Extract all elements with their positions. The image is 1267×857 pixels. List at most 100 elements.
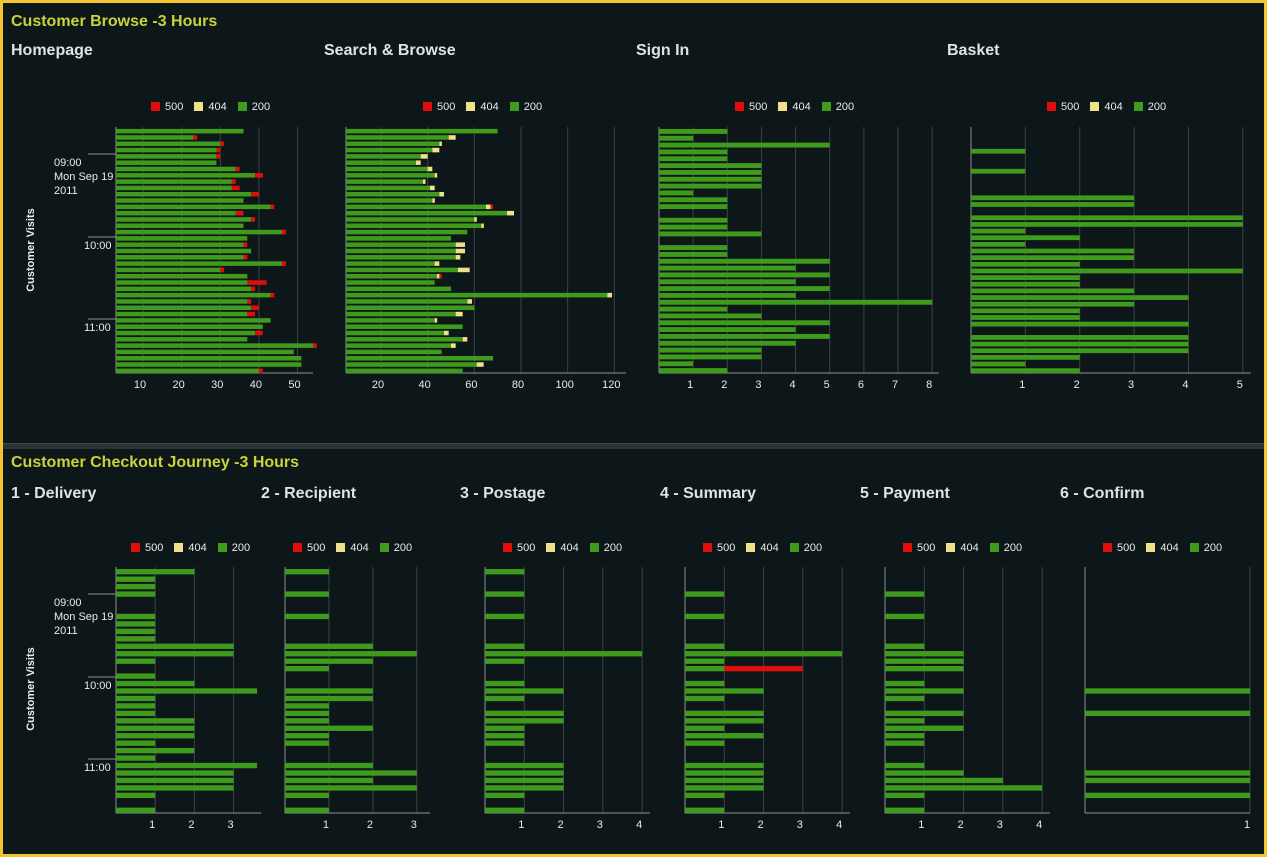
bar-200	[685, 770, 764, 776]
bar-chart-3: 1 2 3 4 5	[970, 127, 1251, 391]
bar-200	[346, 292, 608, 298]
x-tick-label: 1	[323, 819, 329, 831]
bar-200	[346, 204, 486, 210]
bar-500	[216, 147, 221, 153]
bar-404	[462, 337, 468, 342]
bar-200	[685, 718, 764, 724]
legend-label: 404	[760, 542, 779, 554]
legend-swatch	[1103, 543, 1112, 552]
bar-200	[116, 628, 156, 635]
bar-200	[1085, 777, 1250, 784]
time-label-year: 2011	[54, 625, 78, 637]
bar-200	[116, 710, 156, 717]
legend-swatch	[589, 543, 599, 552]
legend-swatch	[746, 543, 756, 552]
bar-200	[971, 195, 1135, 201]
bar-200	[116, 636, 156, 642]
bar-200	[285, 613, 329, 620]
bar-200	[116, 725, 195, 731]
bar-404	[458, 267, 470, 273]
bar-200	[116, 141, 221, 147]
legend-swatch	[903, 543, 912, 552]
bar-500	[251, 217, 256, 222]
x-tick-label: 3	[1128, 379, 1134, 391]
bar-200	[285, 770, 417, 776]
bar-200	[346, 337, 463, 342]
bar-404	[420, 154, 428, 159]
bar-200	[116, 204, 271, 210]
legend-swatch	[509, 102, 519, 111]
bar-200	[485, 710, 564, 717]
bar-200	[685, 665, 725, 672]
bar-200	[116, 658, 156, 664]
chart-title: 3 - Postage	[460, 485, 546, 502]
bar-200	[1085, 710, 1250, 717]
bar-200	[685, 785, 764, 791]
bar-200	[971, 202, 1135, 207]
checkout-panel: Customer Checkout Journey -3 Hours 1 - D…	[3, 447, 1264, 854]
bar-500	[231, 179, 236, 184]
bar-chart-8: 1 2 3 4	[884, 567, 1050, 831]
bar-200	[885, 710, 964, 717]
x-tick-label: 4	[1182, 379, 1188, 391]
x-tick-label: 3	[228, 819, 234, 831]
bar-200	[346, 273, 437, 279]
x-tick-label: 6	[858, 379, 864, 391]
legend: 500 404 200	[735, 101, 865, 115]
bar-200	[485, 643, 525, 649]
bar-200	[346, 147, 433, 153]
bar-500	[251, 191, 259, 197]
legend-item-200: 200	[589, 542, 622, 554]
bar-200	[285, 569, 329, 575]
bar-500	[313, 343, 317, 348]
bar-200	[285, 733, 329, 739]
bar-200	[116, 160, 217, 165]
x-tick-label: 50	[288, 379, 300, 391]
bar-200	[116, 569, 195, 575]
bar-200	[116, 651, 234, 657]
bar-200	[1085, 792, 1250, 799]
legend-label: 500	[145, 542, 164, 554]
bar-200	[659, 231, 762, 237]
bar-200	[659, 163, 762, 169]
bar-200	[285, 710, 329, 717]
legend-label: 404	[188, 542, 207, 554]
chart-title: 2 - Recipient	[261, 485, 357, 502]
bar-500	[251, 286, 256, 292]
bar-200	[659, 354, 762, 360]
bar-200	[346, 210, 507, 216]
bar-404	[444, 330, 449, 336]
bar-200	[346, 229, 468, 235]
legend-label: 500	[307, 542, 326, 554]
x-tick-label: 1	[918, 819, 924, 831]
legend-swatch	[703, 543, 712, 552]
bar-200	[659, 313, 762, 319]
bar-200	[685, 695, 725, 702]
legend-swatch	[821, 102, 831, 111]
bar-200	[346, 280, 435, 285]
bar-200	[659, 327, 796, 333]
bar-200	[485, 785, 564, 791]
bar-404	[474, 217, 477, 222]
x-tick-label: 3	[597, 819, 603, 831]
x-tick-label: 10	[134, 379, 146, 391]
bar-200	[659, 279, 796, 285]
x-tick-label: 1	[1019, 379, 1025, 391]
bar-200	[659, 176, 762, 182]
bar-200	[685, 688, 764, 694]
bar-200	[285, 740, 329, 746]
legend-item-404: 404	[194, 101, 227, 113]
bar-404	[481, 223, 484, 229]
x-tick-label: 40	[250, 379, 262, 391]
bar-200	[485, 591, 525, 597]
bar-200	[116, 255, 244, 260]
bar-200	[885, 733, 925, 739]
bar-200	[285, 651, 417, 657]
bar-500	[724, 665, 803, 672]
legend-item-200: 200	[509, 101, 542, 113]
x-tick-label: 3	[755, 379, 761, 391]
bar-200	[685, 680, 725, 687]
bar-200	[659, 135, 694, 141]
legend-label: 500	[165, 101, 184, 113]
bar-chart-7: 1 2 3 4	[684, 567, 850, 831]
